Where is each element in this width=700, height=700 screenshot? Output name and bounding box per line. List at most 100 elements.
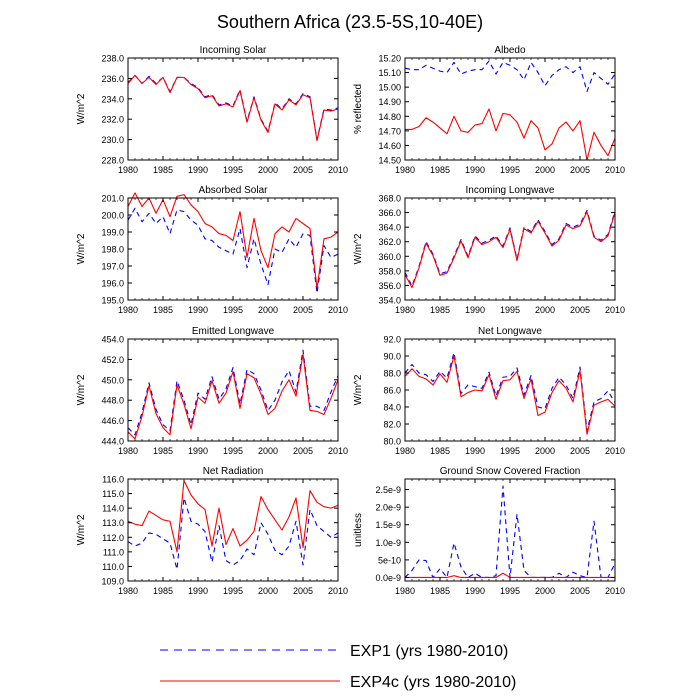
- series-line-exp4c: [405, 108, 616, 161]
- x-tick-label: 1990: [188, 165, 208, 175]
- y-tick-label: 92.0: [383, 335, 401, 345]
- x-tick-label: 2000: [535, 446, 555, 456]
- y-axis-label: W/m^2: [76, 93, 87, 124]
- x-tick-label: 1995: [500, 165, 520, 175]
- x-tick-label: 1990: [465, 305, 485, 315]
- y-tick-label: 14.50: [378, 156, 401, 166]
- x-tick-label: 2000: [258, 165, 278, 175]
- y-tick-label: 198.0: [101, 245, 124, 255]
- y-axis-label: W/m^2: [353, 233, 364, 264]
- x-tick-label: 1985: [430, 586, 450, 596]
- y-tick-label: 368.0: [378, 194, 401, 204]
- series-line-exp4c: [127, 74, 339, 142]
- series-line-exp1: [127, 497, 339, 570]
- y-tick-label: 109.0: [101, 577, 124, 587]
- x-tick-label: 1990: [188, 446, 208, 456]
- x-tick-label: 1980: [118, 586, 138, 596]
- y-tick-label: 1.5e-9: [375, 520, 401, 530]
- y-tick-label: 5e-10: [378, 555, 401, 565]
- panel-title: Albedo: [494, 45, 526, 56]
- panel-net-longwave: Net Longwave W/m^2 1980 1985 1990 1995 2000 200…: [353, 326, 625, 456]
- x-tick-label: 1980: [395, 165, 415, 175]
- y-tick-label: 196.0: [101, 279, 124, 289]
- x-tick-label: 1985: [153, 165, 173, 175]
- panel-title: Incoming Longwave: [466, 185, 555, 196]
- y-tick-label: 444.0: [101, 437, 124, 447]
- y-tick-label: 14.70: [378, 126, 401, 136]
- x-tick-label: 1995: [500, 446, 520, 456]
- panel-title: Absorbed Solar: [199, 185, 269, 196]
- x-tick-label: 1990: [188, 586, 208, 596]
- x-tick-label: 2010: [328, 586, 348, 596]
- y-tick-label: 115.0: [102, 489, 124, 499]
- legend: EXP1 (yrs 1980-2010) EXP4c (yrs 1980-201…: [160, 643, 516, 691]
- y-tick-label: 111.0: [103, 547, 124, 557]
- y-tick-label: 360.0: [378, 252, 401, 262]
- series-line-exp1: [404, 352, 616, 432]
- series-line-exp4c: [404, 211, 616, 289]
- y-tick-label: 112.0: [102, 533, 124, 543]
- y-tick-label: 113.0: [102, 518, 124, 528]
- x-tick-label: 1995: [223, 165, 243, 175]
- x-tick-label: 1990: [465, 586, 485, 596]
- x-tick-label: 2000: [258, 586, 278, 596]
- y-tick-label: 90.0: [383, 352, 401, 362]
- x-tick-label: 2010: [605, 305, 625, 315]
- panel-incoming-solar: Incoming Solar W/m^2 1980 1985 1990 1995 2000 2…: [76, 45, 348, 175]
- x-tick-label: 2005: [570, 305, 590, 315]
- plot-frame: [404, 57, 616, 161]
- x-tick-label: 1985: [153, 305, 173, 315]
- x-tick-label: 2010: [328, 305, 348, 315]
- y-tick-label: 448.0: [101, 396, 124, 406]
- x-tick-label: 1995: [223, 586, 243, 596]
- y-axis-label: W/m^2: [76, 233, 87, 264]
- y-axis-label: W/m^2: [353, 374, 364, 405]
- panel-net-radiation: Net Radiation W/m^2 1980 1985 1990 1995 2000 20…: [76, 466, 348, 596]
- x-tick-label: 2010: [328, 446, 348, 456]
- x-tick-label: 1980: [395, 586, 415, 596]
- y-tick-label: 228.0: [101, 156, 124, 166]
- figure-title: Southern Africa (23.5-5S,10-40E): [217, 12, 483, 32]
- plot-frame: [404, 197, 616, 301]
- x-tick-label: 2000: [258, 305, 278, 315]
- x-tick-label: 1995: [223, 446, 243, 456]
- y-tick-label: 14.90: [378, 97, 401, 107]
- x-tick-label: 1985: [153, 586, 173, 596]
- x-tick-label: 2005: [293, 586, 313, 596]
- x-tick-label: 2000: [535, 165, 555, 175]
- y-tick-label: 446.0: [101, 416, 124, 426]
- x-tick-label: 2005: [570, 446, 590, 456]
- panel-title: Net Radiation: [203, 466, 264, 477]
- y-axis-label: unitless: [353, 513, 364, 547]
- x-tick-label: 2010: [605, 165, 625, 175]
- y-tick-label: 199.0: [101, 228, 124, 238]
- panel-title: Net Longwave: [478, 326, 542, 337]
- x-tick-label: 2010: [605, 446, 625, 456]
- y-tick-label: 15.20: [378, 54, 401, 64]
- x-tick-label: 1980: [395, 446, 415, 456]
- plot-frame: [127, 197, 339, 301]
- panel-title: Ground Snow Covered Fraction: [440, 466, 581, 477]
- x-tick-label: 2000: [535, 586, 555, 596]
- legend-label-exp4c: EXP4c (yrs 1980-2010): [350, 674, 516, 691]
- y-tick-label: 110.0: [102, 562, 124, 572]
- panels: Incoming Solar W/m^2 1980 1985 1990 1995 2000 2…: [76, 45, 625, 596]
- x-tick-label: 2005: [293, 165, 313, 175]
- y-tick-label: 356.0: [378, 281, 401, 291]
- x-tick-label: 2005: [570, 586, 590, 596]
- y-tick-label: 2.0e-9: [375, 503, 401, 513]
- panel-absorbed-solar: Absorbed Solar W/m^2 1980 1985 1990 1995 2000 2…: [76, 185, 348, 315]
- y-tick-label: 232.0: [101, 115, 124, 125]
- y-tick-label: 80.0: [383, 437, 401, 447]
- y-tick-label: 238.0: [101, 54, 124, 64]
- x-tick-label: 1995: [500, 586, 520, 596]
- y-tick-label: 197.0: [101, 262, 124, 272]
- plot-frame: [404, 478, 616, 582]
- x-tick-label: 1990: [465, 165, 485, 175]
- x-tick-label: 2005: [293, 305, 313, 315]
- y-tick-label: 84.0: [383, 403, 401, 413]
- y-tick-label: 15.00: [378, 83, 401, 93]
- y-tick-label: 362.0: [378, 237, 401, 247]
- y-axis-label: W/m^2: [76, 374, 87, 405]
